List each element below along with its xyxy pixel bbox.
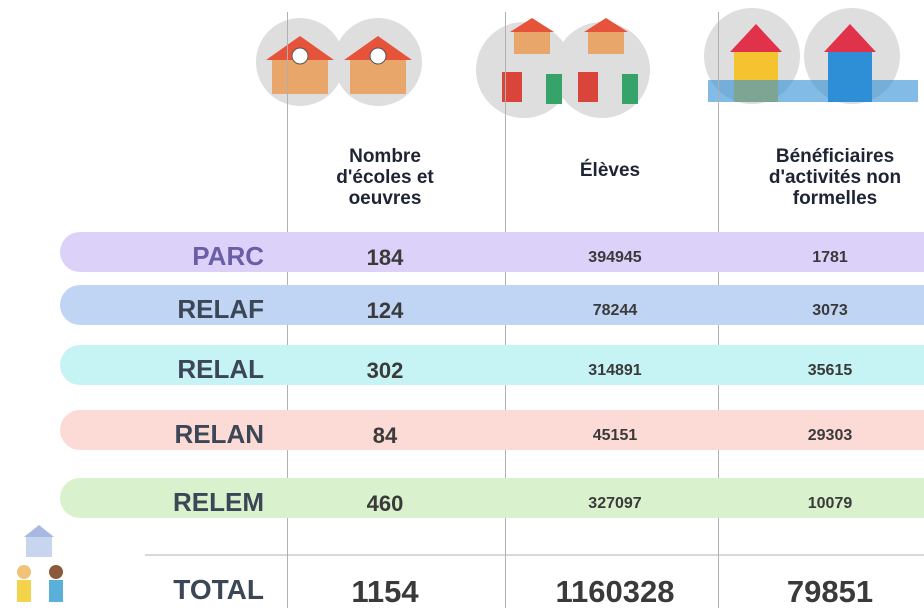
cell: 327097: [588, 495, 642, 512]
small-icon: [17, 525, 63, 602]
cell: 35615: [807, 362, 853, 379]
row-label: RELEM: [173, 487, 264, 517]
cell: 84: [372, 423, 398, 448]
cell: 124: [366, 298, 404, 323]
cell: 184: [366, 245, 404, 270]
column-header: Nombre d'écoles et oeuvres: [336, 146, 434, 209]
total-cell: 1160328: [555, 574, 675, 609]
row-band: [60, 345, 924, 385]
cell: 29303: [807, 427, 853, 444]
cell: 1781: [812, 249, 848, 266]
cell: 10079: [807, 495, 853, 512]
cell: 460: [366, 491, 404, 516]
cell: 314891: [588, 362, 642, 379]
cell: 302: [366, 358, 404, 383]
cell: 45151: [592, 427, 638, 444]
cell: 78244: [592, 302, 638, 319]
row-band: [60, 285, 924, 325]
row-band: [60, 410, 924, 450]
row-band: [60, 232, 924, 272]
cell: 394945: [588, 249, 642, 266]
column-header: Élèves: [579, 160, 641, 181]
row-label: PARC: [192, 241, 264, 271]
row-band: [60, 478, 924, 518]
row-label: RELAL: [177, 354, 264, 384]
total-cell: 79851: [786, 574, 874, 609]
school-icons: [266, 18, 918, 104]
column-header: Bénéficiaires d'activités non formelles: [768, 146, 902, 209]
row-label: RELAF: [177, 294, 264, 324]
total-label: TOTAL: [173, 574, 264, 605]
row-label: RELAN: [174, 419, 264, 449]
total-cell: 1154: [351, 574, 419, 609]
cell: 3073: [812, 302, 848, 319]
